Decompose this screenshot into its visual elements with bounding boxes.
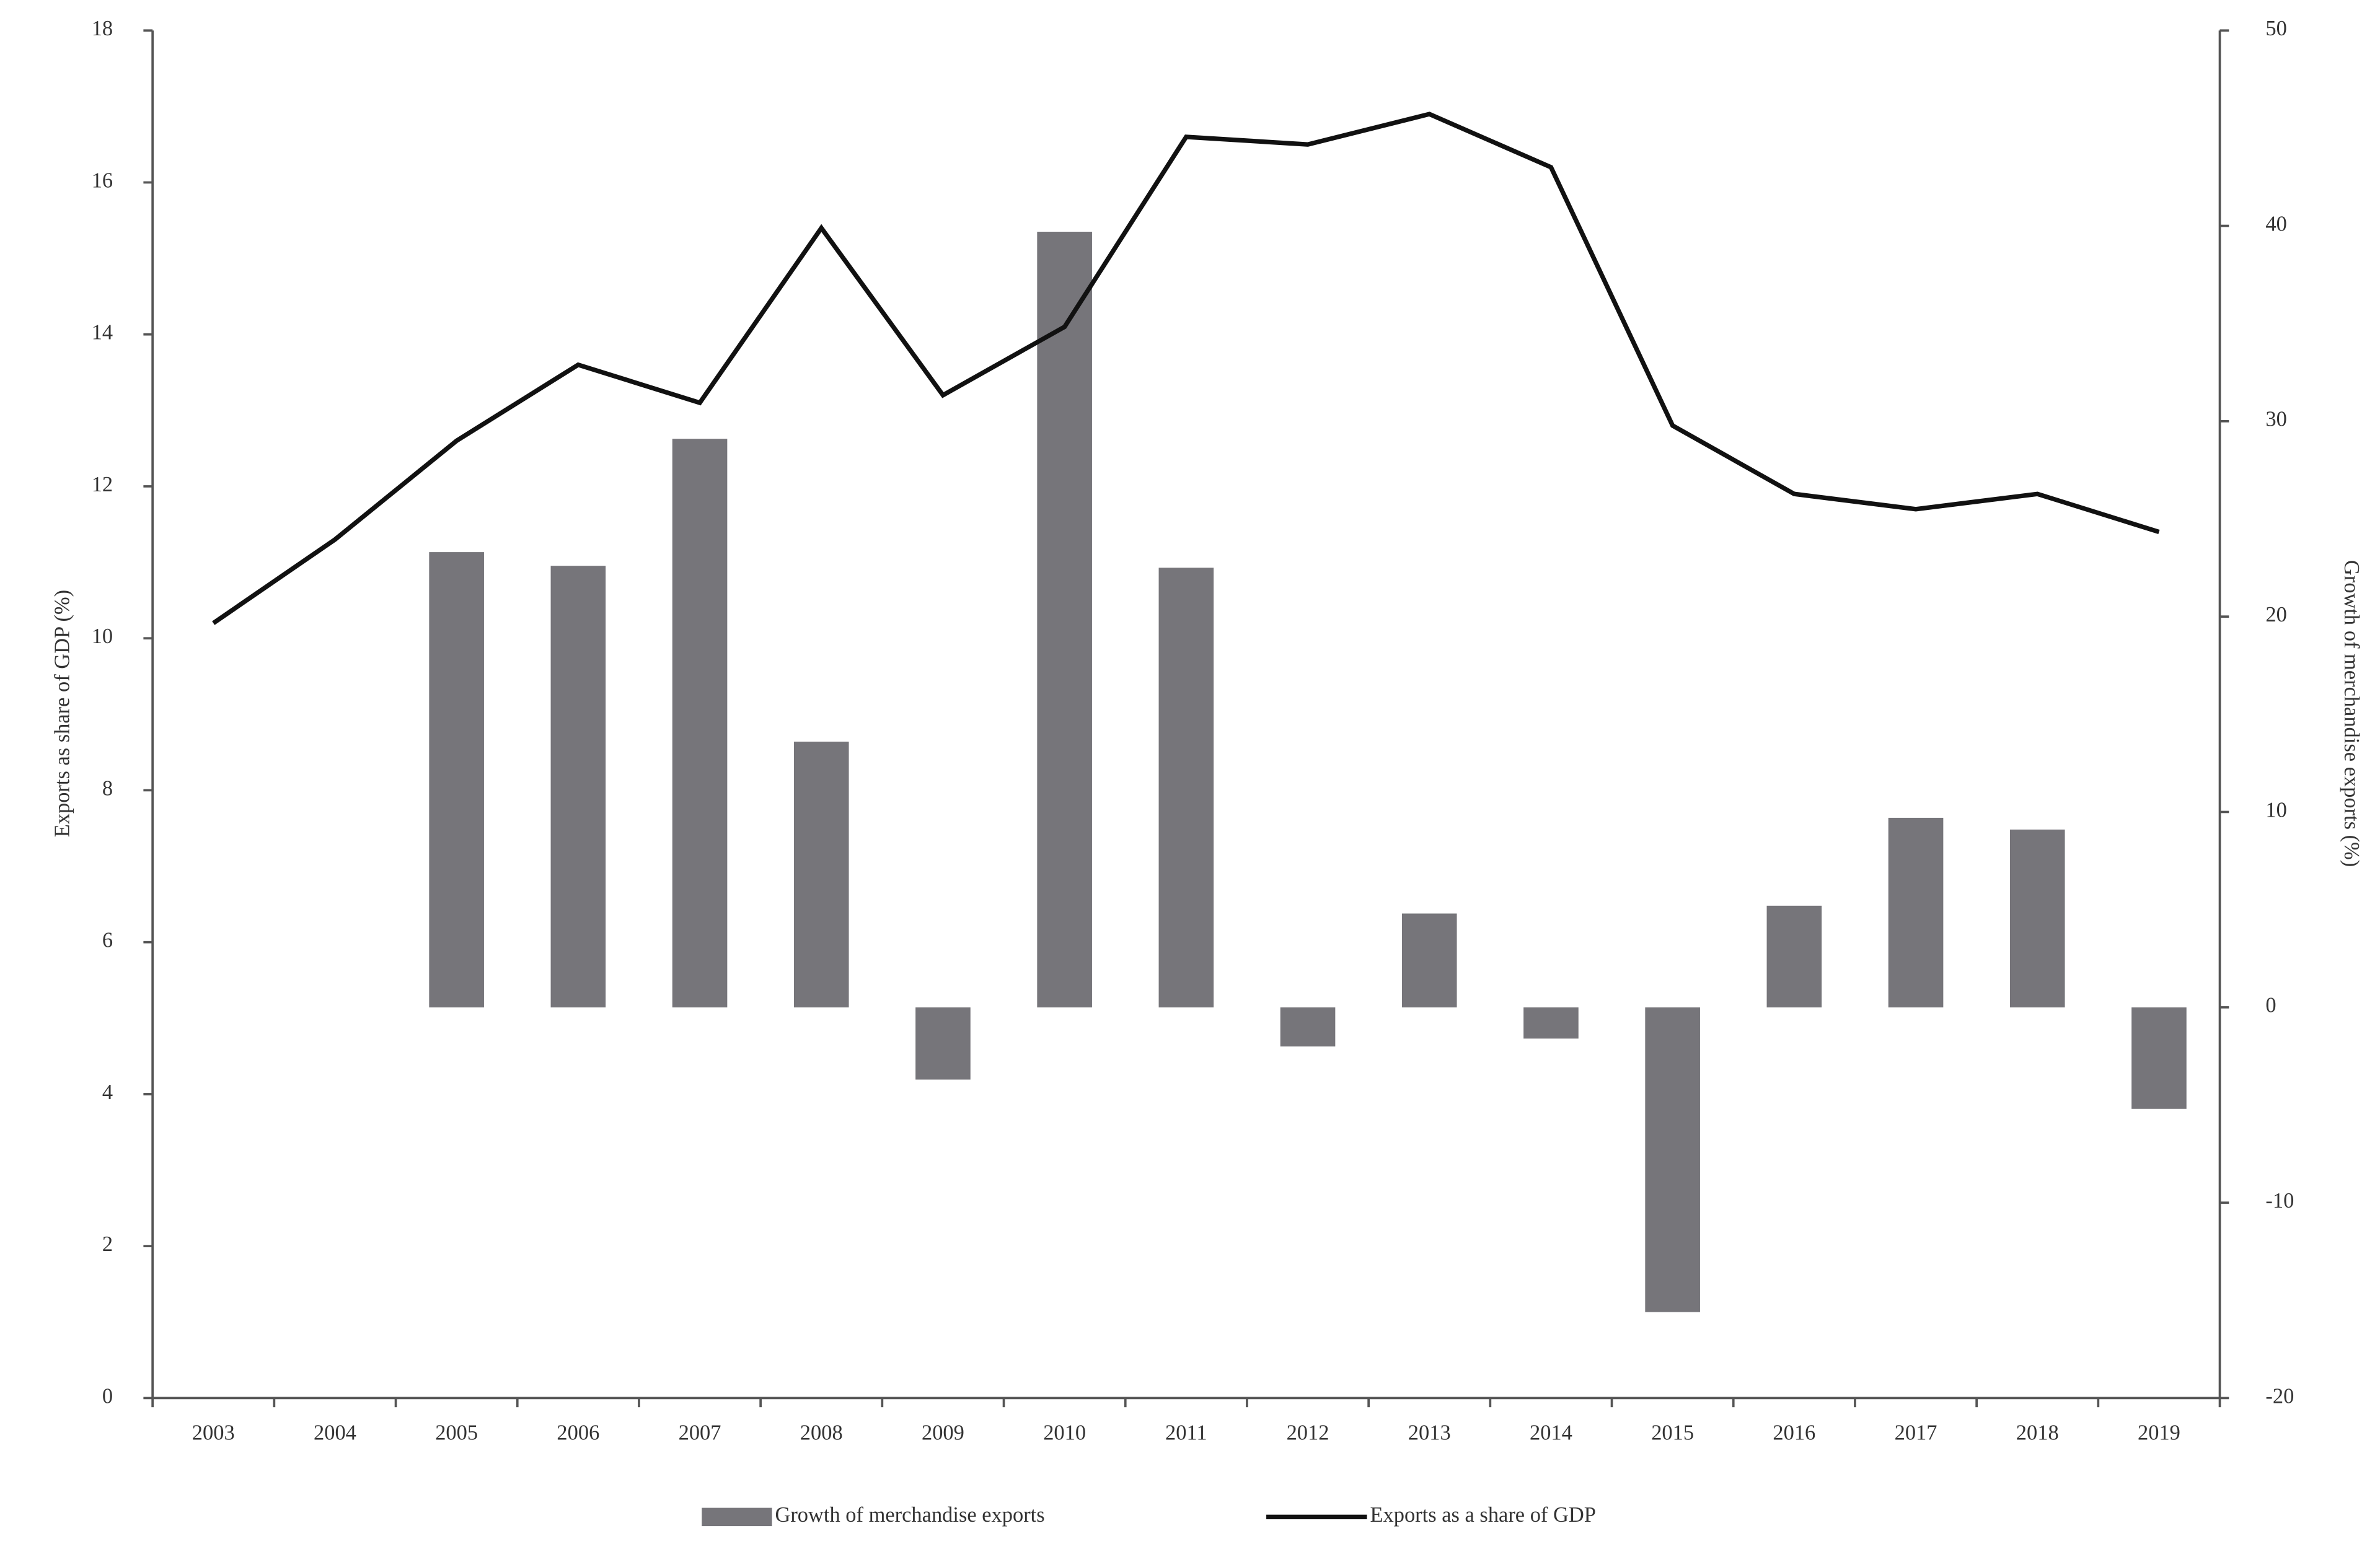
bar: [1158, 568, 1214, 1007]
x-tick-label: 2008: [800, 1421, 843, 1444]
y2-tick-label: 0: [2265, 994, 2276, 1017]
bar: [429, 552, 484, 1007]
y-axis-label: Exports as share of GDP (%): [50, 590, 74, 837]
y2-tick-label: 10: [2265, 798, 2286, 822]
y2-tick-label: -10: [2265, 1189, 2294, 1213]
y2-axis-label: Growth of merchandise exports (%): [2340, 560, 2363, 867]
bar: [1888, 817, 1944, 1007]
bar: [550, 566, 606, 1007]
y2-tick-label: 50: [2265, 17, 2286, 40]
y2-tick-label: -20: [2265, 1384, 2294, 1408]
x-tick-label: 2015: [1651, 1421, 1694, 1444]
y-tick-label: 12: [92, 473, 113, 496]
y-tick-label: 16: [92, 169, 113, 192]
x-tick-label: 2013: [1408, 1421, 1451, 1444]
x-tick-label: 2007: [679, 1421, 721, 1444]
y-tick-label: 18: [92, 17, 113, 40]
x-tick-label: 2005: [435, 1421, 478, 1444]
y-tick-label: 6: [102, 929, 113, 952]
x-tick-label: 2017: [1895, 1421, 1937, 1444]
legend-label: Exports as a share of GDP: [1370, 1503, 1595, 1527]
bar: [1766, 905, 1822, 1007]
line: [212, 112, 2160, 625]
bar: [2131, 1007, 2187, 1109]
x-tick-label: 2011: [1165, 1421, 1207, 1444]
legend-swatch: [702, 1507, 772, 1527]
x-tick-label: 2010: [1043, 1421, 1086, 1444]
bar: [1280, 1007, 1336, 1047]
bar: [1037, 231, 1092, 1007]
x-tick-label: 2016: [1773, 1421, 1815, 1444]
bar: [1523, 1007, 1579, 1039]
bar: [1645, 1007, 1700, 1312]
x-tick-label: 2009: [922, 1421, 964, 1444]
x-tick-label: 2004: [314, 1421, 356, 1444]
x-tick-label: 2018: [2016, 1421, 2059, 1444]
x-tick-label: 2019: [2138, 1421, 2180, 1444]
y-tick-label: 10: [92, 625, 113, 648]
x-tick-label: 2003: [192, 1421, 235, 1444]
bar: [793, 741, 849, 1007]
y2-tick-label: 30: [2265, 408, 2286, 431]
x-tick-label: 2006: [557, 1421, 599, 1444]
x-tick-label: 2012: [1287, 1421, 1329, 1444]
y-tick-label: 4: [102, 1081, 113, 1104]
y-tick-label: 14: [92, 321, 113, 344]
legend-label: Growth of merchandise exports: [775, 1503, 1044, 1527]
bar: [2009, 829, 2065, 1007]
y-tick-label: 0: [102, 1384, 113, 1408]
y2-tick-label: 20: [2265, 603, 2286, 626]
bar: [915, 1007, 971, 1080]
x-tick-label: 2014: [1530, 1421, 1572, 1444]
bar: [672, 439, 728, 1007]
y-tick-label: 2: [102, 1232, 113, 1256]
bar: [1401, 913, 1457, 1007]
y2-tick-label: 40: [2265, 212, 2286, 235]
y-tick-label: 8: [102, 776, 113, 800]
